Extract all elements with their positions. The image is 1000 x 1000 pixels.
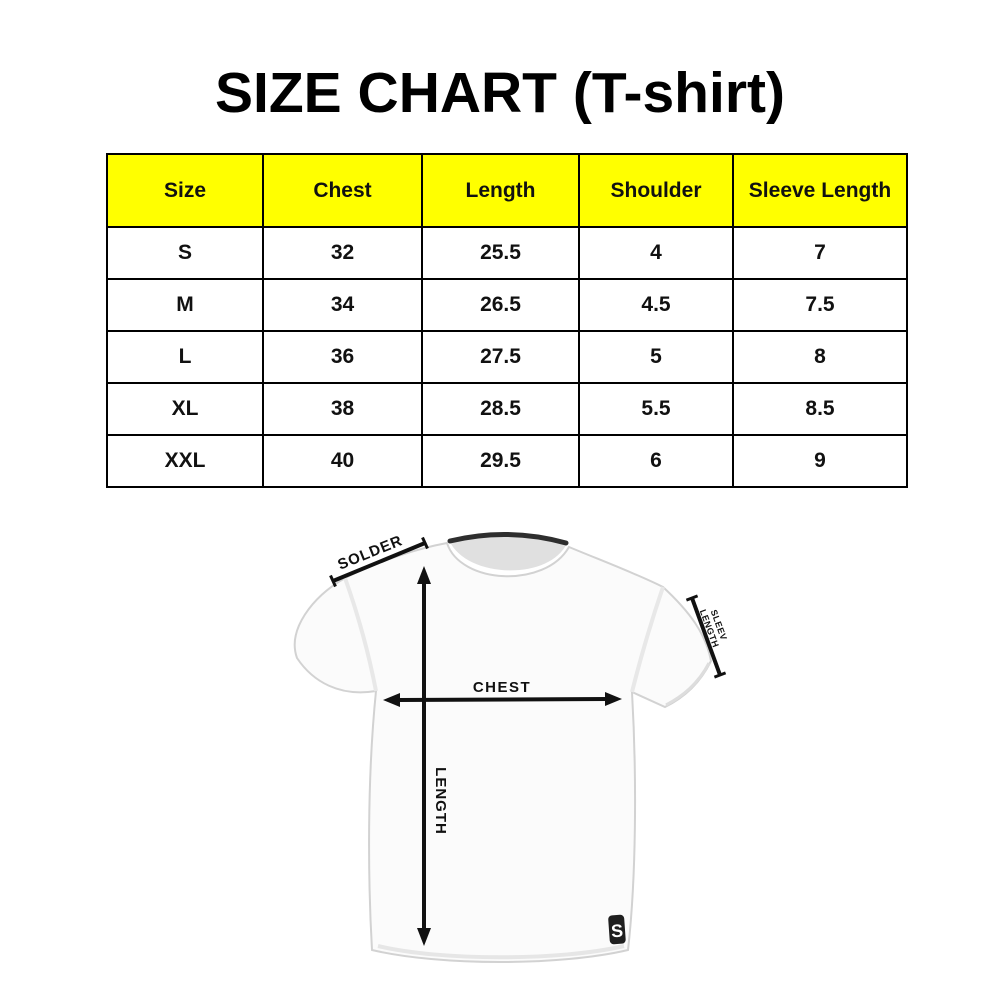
col-header-length: Length — [421, 153, 580, 228]
left-sleeve-seam — [343, 577, 378, 692]
brand-tag: S — [608, 914, 626, 945]
cell-xl-shoulder: 5.5 — [578, 382, 734, 436]
cell-l-shoulder: 5 — [578, 330, 734, 384]
table-row-m: M 34 26.5 4.5 7.5 — [106, 278, 908, 332]
brand-tag-box — [608, 914, 626, 945]
sleeve-dim-line — [690, 597, 722, 676]
cell-xxl-size: XXL — [106, 434, 264, 488]
right-sleeve-seam — [630, 586, 665, 693]
cell-xl-sleeve: 8.5 — [732, 382, 908, 436]
cell-m-size: M — [106, 278, 264, 332]
shoulder-dim-cap-left — [329, 574, 337, 588]
shoulder-dim-line — [332, 541, 426, 583]
tshirt-measurement-diagram: LENGTH CHEST SOLDER SLEEV LENGTH S — [260, 510, 760, 995]
cell-xl-size: XL — [106, 382, 264, 436]
page-title: SIZE CHART (T-shirt) — [215, 61, 785, 125]
right-sleeve-hem-shadow — [665, 662, 711, 707]
table-header-row: Size Chest Length Shoulder Sleeve Length — [106, 153, 908, 228]
cell-l-length: 27.5 — [421, 330, 580, 384]
table-row-xl: XL 38 28.5 5.5 8.5 — [106, 382, 908, 436]
chest-label: CHEST — [473, 679, 531, 696]
table-row-s: S 32 25.5 4 7 — [106, 226, 908, 280]
size-table: Size Chest Length Shoulder Sleeve Length… — [106, 153, 908, 488]
shoulder-dim-cap-right — [421, 536, 429, 550]
length-arrowhead-bottom — [417, 928, 431, 946]
cell-m-sleeve: 7.5 — [732, 278, 908, 332]
cell-s-sleeve: 7 — [732, 226, 908, 280]
cell-l-size: L — [106, 330, 264, 384]
col-header-shoulder: Shoulder — [578, 153, 734, 228]
col-header-sleeve-length: Sleeve Length — [732, 153, 908, 228]
table-row-xxl: XXL 40 29.5 6 9 — [106, 434, 908, 488]
cell-m-length: 26.5 — [421, 278, 580, 332]
cell-m-chest: 34 — [262, 278, 423, 332]
col-header-size: Size — [106, 153, 264, 228]
cell-xxl-sleeve: 9 — [732, 434, 908, 488]
chest-arrowhead-left — [383, 693, 400, 707]
chest-arrowhead-right — [605, 692, 622, 706]
tshirt-shape — [293, 541, 713, 963]
cell-l-sleeve: 8 — [732, 330, 908, 384]
tshirt-diagram-svg: LENGTH CHEST SOLDER SLEEV LENGTH S — [293, 531, 729, 963]
table-row-l: L 36 27.5 5 8 — [106, 330, 908, 384]
cell-xxl-chest: 40 — [262, 434, 423, 488]
cell-s-shoulder: 4 — [578, 226, 734, 280]
cell-l-chest: 36 — [262, 330, 423, 384]
cell-s-size: S — [106, 226, 264, 280]
cell-s-chest: 32 — [262, 226, 423, 280]
sleeve-dim-cap-bottom — [713, 671, 727, 679]
collar — [447, 531, 569, 546]
col-header-chest: Chest — [262, 153, 423, 228]
cell-xxl-length: 29.5 — [421, 434, 580, 488]
brand-tag-letter: S — [610, 921, 623, 942]
cell-xl-chest: 38 — [262, 382, 423, 436]
cell-xxl-shoulder: 6 — [578, 434, 734, 488]
cell-xl-length: 28.5 — [421, 382, 580, 436]
cell-m-shoulder: 4.5 — [578, 278, 734, 332]
hem-shadow — [377, 944, 625, 960]
neck-opening — [449, 533, 567, 571]
sleeve-dim-cap-top — [685, 594, 699, 602]
length-label: LENGTH — [432, 767, 449, 835]
cell-s-length: 25.5 — [421, 226, 580, 280]
length-arrowhead-top — [417, 566, 431, 584]
chest-arrow-line — [398, 697, 608, 702]
